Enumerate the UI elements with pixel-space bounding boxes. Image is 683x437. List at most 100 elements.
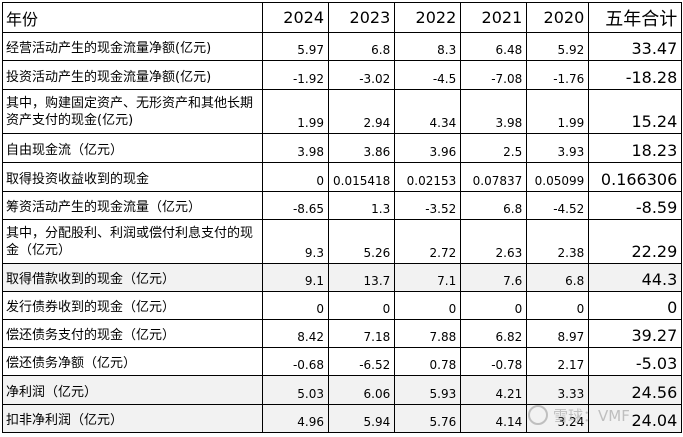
row-label: 取得投资收益收到的现金 [2,162,263,192]
value-cell: 5.03 [262,375,329,405]
value-cell: 5.26 [327,219,396,264]
value-cell: -6.52 [327,347,396,376]
value-cell: 8.42 [262,319,329,348]
total-cell: 15.24 [588,89,683,134]
table-row: 偿还债务支付的现金（亿元） 8.42 7.18 7.88 6.82 8.97 3… [2,319,683,348]
value-cell: 8.3 [394,32,462,61]
value-cell: 2.94 [327,89,396,134]
value-cell: -3.52 [394,191,462,220]
value-cell: 4.21 [460,375,528,405]
value-cell: 1.3 [327,191,396,220]
value-cell: 3.98 [460,89,528,134]
value-cell: 2.72 [394,219,462,264]
value-cell: -8.65 [262,191,329,220]
header-cell-five-year-total: 五年合计 [588,2,683,33]
value-cell: 0 [394,291,462,320]
row-label: 偿还债务净额（亿元） [2,347,263,376]
value-cell: 13.7 [327,263,396,292]
value-cell: 0.05099 [526,162,590,192]
header-cell-2021: 2021 [460,2,528,33]
value-cell: 4.14 [460,404,528,433]
value-cell: 1.99 [526,89,590,134]
value-cell: 7.1 [394,263,462,292]
value-cell: 3.86 [327,133,396,163]
table-row: 发行债券收到的现金（亿元） 0 0 0 0 0 0 [2,291,683,320]
value-cell: -4.52 [526,191,590,220]
total-cell: 24.56 [588,375,683,405]
value-cell: 5.97 [262,32,329,61]
row-label: 投资活动产生的现金流量净额(亿元) [2,60,263,90]
value-cell: -3.02 [327,60,396,90]
value-cell: 5.93 [394,375,462,405]
value-cell: 0 [460,291,528,320]
table-row: 扣非净利润（亿元） 4.96 5.94 5.76 4.14 3.24 24.04 [2,404,683,433]
value-cell: 8.97 [526,319,590,348]
header-cell-2024: 2024 [262,2,329,33]
value-cell: -4.5 [394,60,462,90]
row-label: 取得借款收到的现金（亿元） [2,263,263,292]
value-cell: 6.8 [327,32,396,61]
row-label: 筹资活动产生的现金流量（亿元） [2,191,263,220]
value-cell: 0.02153 [394,162,462,192]
header-row: 年份 2024 2023 2022 2021 2020 五年合计 [2,2,683,33]
row-label: 其中，购建固定资产、无形资产和其他长期资产支付的现金(亿元) [2,89,263,134]
table-row: 取得借款收到的现金（亿元） 9.1 13.7 7.1 7.6 6.8 44.3 [2,263,683,292]
total-cell: -5.03 [588,347,683,376]
value-cell: 6.8 [526,263,590,292]
value-cell: 3.96 [394,133,462,163]
value-cell: 7.18 [327,319,396,348]
value-cell: -1.76 [526,60,590,90]
value-cell: 0 [262,162,329,192]
total-cell: -8.59 [588,191,683,220]
value-cell: 3.33 [526,375,590,405]
table-row: 其中，分配股利、利润或偿付利息支付的现金（亿元） 9.3 5.26 2.72 2… [2,219,683,264]
value-cell: -0.68 [262,347,329,376]
table-row: 净利润（亿元） 5.03 6.06 5.93 4.21 3.33 24.56 [2,375,683,405]
value-cell: 2.5 [460,133,528,163]
value-cell: -0.78 [460,347,528,376]
value-cell: 5.94 [327,404,396,433]
table-row: 经营活动产生的现金流量净额(亿元) 5.97 6.8 8.3 6.48 5.92… [2,32,683,61]
header-cell-year: 年份 [2,2,263,33]
header-cell-2023: 2023 [327,2,396,33]
value-cell: 2.17 [526,347,590,376]
value-cell: 3.98 [262,133,329,163]
header-cell-2022: 2022 [394,2,462,33]
table-row: 筹资活动产生的现金流量（亿元） -8.65 1.3 -3.52 6.8 -4.5… [2,191,683,220]
table-row: 偿还债务净额（亿元） -0.68 -6.52 0.78 -0.78 2.17 -… [2,347,683,376]
total-cell: 33.47 [588,32,683,61]
value-cell: 6.06 [327,375,396,405]
value-cell: 3.24 [526,404,590,433]
value-cell: 9.1 [262,263,329,292]
value-cell: 0 [262,291,329,320]
value-cell: 0.78 [394,347,462,376]
value-cell: 6.8 [460,191,528,220]
value-cell: 7.6 [460,263,528,292]
row-label: 其中，分配股利、利润或偿付利息支付的现金（亿元） [2,219,263,264]
row-label: 偿还债务支付的现金（亿元） [2,319,263,348]
row-label: 经营活动产生的现金流量净额(亿元) [2,32,263,61]
value-cell: -1.92 [262,60,329,90]
total-cell: 39.27 [588,319,683,348]
value-cell: 0.015418 [327,162,396,192]
table-row: 取得投资收益收到的现金 0 0.015418 0.02153 0.07837 0… [2,162,683,192]
value-cell: 6.48 [460,32,528,61]
value-cell: 1.99 [262,89,329,134]
value-cell: 0.07837 [460,162,528,192]
total-cell: 24.04 [588,404,683,433]
row-label: 净利润（亿元） [2,375,263,405]
table-row: 投资活动产生的现金流量净额(亿元) -1.92 -3.02 -4.5 -7.08… [2,60,683,90]
value-cell: 3.93 [526,133,590,163]
value-cell: 4.96 [262,404,329,433]
value-cell: 2.38 [526,219,590,264]
total-cell: 44.3 [588,263,683,292]
header-cell-2020: 2020 [526,2,590,33]
value-cell: -7.08 [460,60,528,90]
row-label: 扣非净利润（亿元） [2,404,263,433]
table-row: 自由现金流（亿元） 3.98 3.86 3.96 2.5 3.93 18.23 [2,133,683,163]
total-cell: 18.23 [588,133,683,163]
value-cell: 9.3 [262,219,329,264]
total-cell: 0 [588,291,683,320]
row-label: 自由现金流（亿元） [2,133,263,163]
value-cell: 0 [327,291,396,320]
